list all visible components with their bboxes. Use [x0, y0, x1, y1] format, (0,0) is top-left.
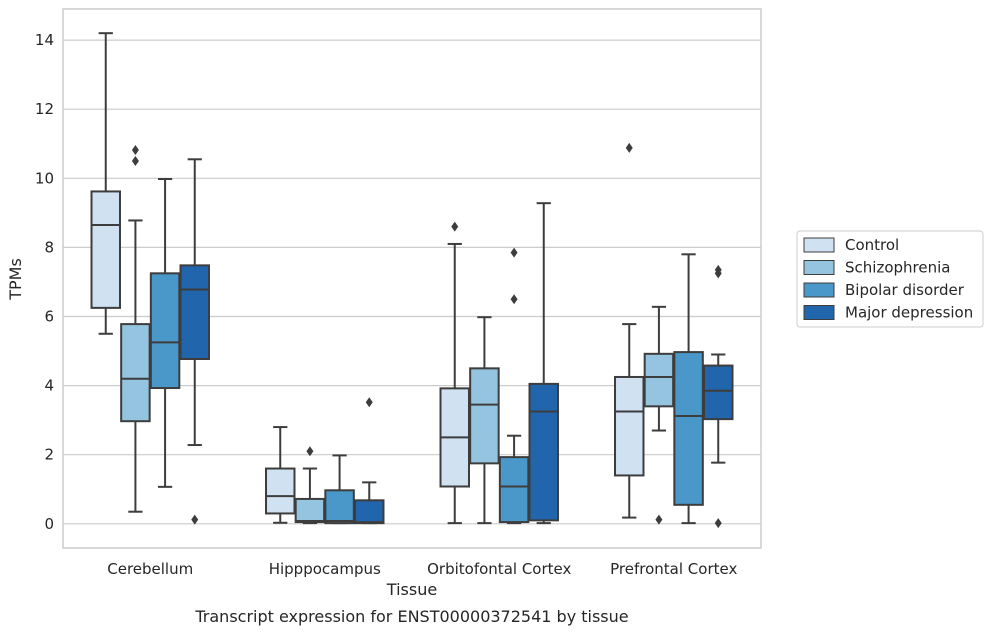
y-tick-label: 2: [44, 446, 54, 464]
box-iqr: [90, 190, 121, 309]
y-tick-label: 12: [35, 100, 54, 118]
box-iqr: [528, 382, 559, 522]
outlier-point: [365, 397, 373, 408]
legend-frame: [796, 230, 984, 328]
plot-boxes: [90, 32, 734, 529]
y-tick-label: 8: [44, 238, 54, 256]
y-axis-title: TPMs: [6, 258, 25, 301]
axis-ticks: 0 2 4 6 8 10 12 14 Cerebellum Hipppocampus Orbitof…: [35, 31, 738, 578]
outlier-point: [191, 514, 199, 525]
outlier-point: [306, 446, 314, 457]
legend-swatch: [803, 260, 835, 275]
box-iqr: [294, 497, 326, 524]
box-iqr: [498, 456, 530, 524]
legend-label: Control: [845, 236, 899, 254]
legend-swatch: [803, 237, 835, 253]
outlier-point: [131, 156, 139, 167]
box-iqr: [120, 323, 151, 423]
box-iqr: [469, 367, 500, 465]
outlier-point: [510, 294, 518, 305]
outlier-point: [131, 144, 139, 155]
chart-caption: Transcript expression for ENST0000037254…: [194, 607, 628, 626]
x-tick-label: Hipppocampus: [269, 560, 381, 578]
legend-swatch: [803, 305, 835, 320]
x-tick-label: Prefrontal Cortex: [610, 560, 737, 578]
outlier-point: [510, 247, 518, 258]
outlier-point: [714, 264, 722, 275]
legend-label: Bipolar disorder: [845, 281, 965, 299]
x-tick-label: Cerebellum: [107, 560, 193, 578]
outlier-point: [655, 514, 663, 525]
outlier-point: [451, 221, 459, 232]
legend-label: Schizophrenia: [845, 259, 950, 277]
box-iqr: [324, 489, 355, 525]
box-iqr: [673, 351, 704, 506]
box-iqr: [614, 375, 645, 477]
box-iqr: [703, 364, 734, 421]
outlier-point: [625, 142, 633, 153]
y-tick-label: 4: [44, 377, 54, 395]
y-tick-label: 6: [44, 308, 54, 326]
legend-swatch: [803, 282, 835, 298]
y-tick-label: 14: [35, 31, 54, 49]
x-axis-title: Tissue: [386, 580, 437, 599]
x-tick-label: Orbitofontal Cortex: [427, 560, 571, 578]
y-tick-label: 0: [44, 515, 54, 533]
box-iqr: [265, 467, 296, 515]
box-iqr: [149, 272, 181, 390]
box-iqr: [354, 499, 385, 525]
legend: Control Schizophrenia Bipolar disorder Majo…: [796, 230, 984, 328]
box-iqr: [179, 264, 210, 361]
outlier-point: [714, 518, 722, 529]
y-tick-label: 10: [35, 169, 54, 187]
box-iqr: [643, 352, 675, 408]
legend-label: Major depression: [845, 304, 973, 322]
plot-frame: [62, 8, 762, 549]
